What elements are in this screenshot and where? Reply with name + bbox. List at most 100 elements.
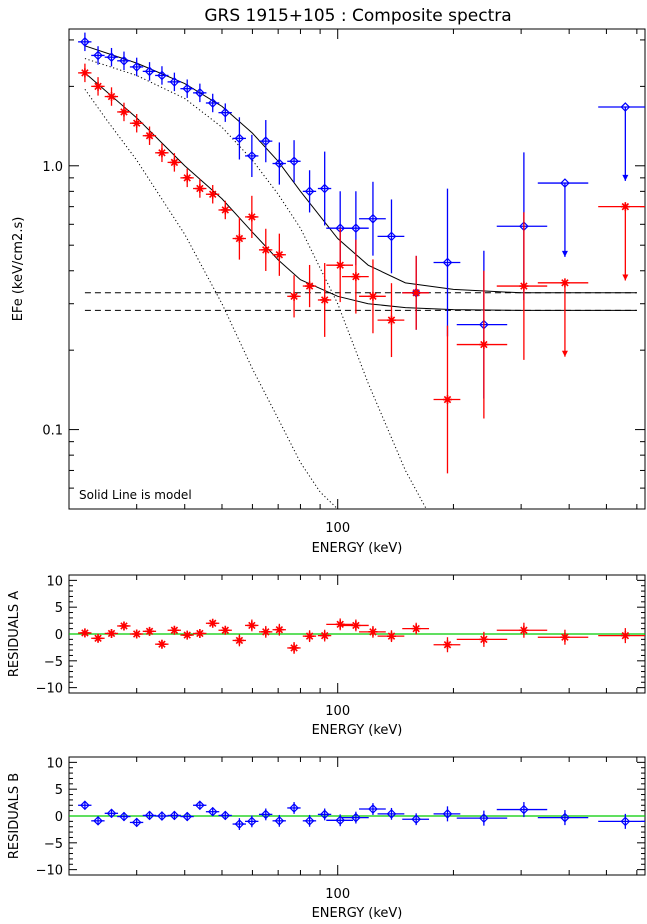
y-tick-label: 0: [55, 628, 63, 643]
data-point-asterisk: [119, 621, 129, 631]
data-point-diamond: [207, 98, 218, 108]
data-point-asterisk: [220, 205, 230, 215]
y-tick-label: 0: [55, 810, 63, 825]
data-point-diamond: [260, 809, 271, 820]
y-tick-label: 0.1: [42, 424, 63, 439]
data-point-diamond: [479, 813, 489, 823]
data-point-diamond: [195, 88, 205, 98]
data-point-asterisk: [157, 148, 167, 158]
data-point-asterisk: [519, 625, 529, 635]
data-point-diamond: [289, 803, 299, 813]
model-line-solid: [84, 72, 637, 311]
data-point-diamond: [247, 816, 257, 827]
data-point-diamond: [335, 815, 346, 826]
residuals-b-panel: 100 ENERGY (keV) RESIDUALS B 10 5 0 −5 −10: [7, 756, 646, 921]
data-point-asterisk: [208, 618, 218, 628]
y-tick-label: −5: [44, 655, 63, 670]
data-point-asterisk: [208, 189, 218, 199]
data-point-asterisk: [274, 625, 284, 635]
data-point-asterisk: [305, 281, 315, 291]
residuals-a-panel: 100 ENERGY (keV) RESIDUALS A 10 5 0 −5 −10: [7, 574, 646, 738]
data-point-asterisk: [442, 395, 452, 405]
data-point-diamond: [207, 806, 218, 817]
data-point-asterisk: [132, 118, 142, 128]
data-point-diamond: [220, 107, 231, 118]
y-tick-label: 5: [55, 601, 63, 616]
data-point-diamond: [274, 815, 285, 826]
data-point-asterisk: [335, 260, 345, 270]
data-point-diamond: [93, 50, 103, 61]
upper-limit-arrowhead: [561, 250, 568, 257]
data-point-asterisk: [234, 635, 244, 645]
data-point-asterisk: [107, 628, 117, 638]
data-point-diamond: [119, 811, 129, 822]
y-tick-label: 1.0: [42, 160, 63, 175]
data-point-asterisk: [620, 631, 630, 641]
data-point-diamond: [80, 800, 90, 811]
data-point-asterisk: [145, 626, 155, 636]
data-point-diamond: [80, 36, 90, 47]
data-point-asterisk: [479, 340, 489, 350]
data-point-asterisk: [80, 628, 90, 638]
data-point-diamond: [560, 178, 570, 188]
data-point-diamond: [144, 66, 155, 77]
data-point-diamond: [274, 158, 285, 169]
data-point-asterisk: [169, 157, 179, 167]
y-axis-label: EFe (keV/cm2.s): [11, 217, 26, 322]
data-point-asterisk: [368, 627, 378, 637]
data-point-diamond: [247, 151, 257, 161]
data-point-asterisk: [411, 624, 421, 634]
data-point-diamond: [182, 83, 193, 94]
data-point-asterisk: [289, 291, 299, 301]
data-point-diamond: [157, 70, 167, 81]
data-point-diamond: [169, 810, 180, 821]
data-point-asterisk: [442, 640, 452, 650]
data-point-diamond: [157, 811, 167, 821]
plot-area: [78, 800, 645, 830]
data-point-asterisk: [320, 631, 330, 641]
data-point-asterisk: [220, 625, 230, 635]
spectrum-panel: 100 ENERGY (keV) EFe (keV/cm2.s) 0.1 1.0: [11, 28, 646, 556]
data-point-diamond: [106, 52, 117, 63]
data-point-diamond: [368, 213, 378, 224]
data-point-asterisk: [195, 184, 205, 194]
x-axis-label: ENERGY (keV): [312, 723, 403, 738]
y-tick-label: −5: [44, 837, 63, 852]
data-point-asterisk: [289, 643, 299, 653]
data-point-diamond: [93, 815, 103, 826]
data-point-asterisk: [132, 629, 142, 639]
y-tick-label: 10: [46, 574, 63, 589]
data-point-diamond: [182, 811, 193, 822]
data-point-diamond: [442, 809, 453, 819]
data-point-asterisk: [93, 81, 103, 91]
plot-frame: [68, 28, 646, 510]
x-tick-label: 100: [325, 887, 350, 902]
x-tick-label: 100: [325, 521, 350, 536]
data-point-diamond: [351, 812, 361, 823]
data-point-asterisk: [305, 631, 315, 641]
data-point-diamond: [519, 804, 529, 815]
model-line-dotted: [84, 88, 339, 509]
y-axis-label: RESIDUALS A: [7, 591, 22, 677]
data-point-asterisk: [386, 315, 396, 325]
data-point-diamond: [195, 800, 205, 811]
data-point-asterisk: [261, 245, 271, 255]
data-point-diamond: [442, 257, 453, 268]
data-point-asterisk: [234, 234, 244, 244]
data-point-asterisk: [560, 278, 570, 288]
data-point-diamond: [144, 810, 155, 821]
data-point-diamond: [319, 809, 330, 820]
data-point-asterisk: [411, 288, 421, 298]
data-point-asterisk: [351, 272, 361, 282]
data-point-diamond: [411, 814, 422, 825]
y-tick-label: −10: [36, 682, 63, 697]
y-axis-label: RESIDUALS B: [7, 773, 22, 859]
plot-area: [78, 32, 645, 509]
model-line-solid: [84, 45, 637, 294]
y-tick-label: −10: [36, 864, 63, 879]
chart-title: GRS 1915+105 : Composite spectra: [204, 6, 511, 26]
data-point-diamond: [304, 815, 315, 826]
data-point-asterisk: [560, 632, 570, 642]
data-point-asterisk: [620, 202, 630, 212]
data-point-diamond: [351, 223, 361, 234]
